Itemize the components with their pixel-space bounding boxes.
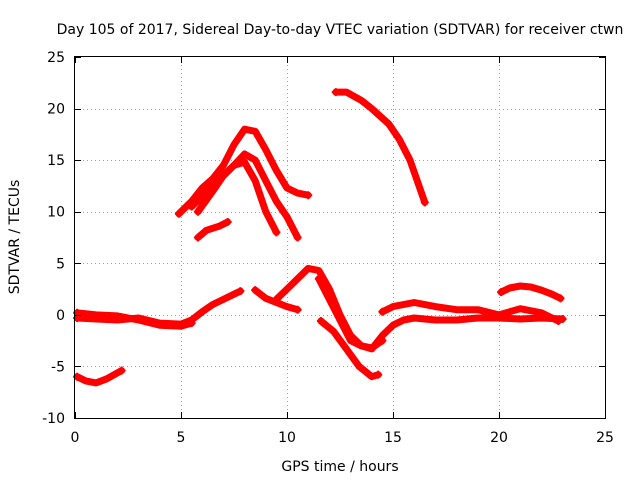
- series-arc-2: [73, 308, 196, 330]
- series-point-marker: [554, 317, 563, 326]
- chart-title: Day 105 of 2017, Sidereal Day-to-day VTE…: [57, 22, 624, 38]
- series-point-marker: [117, 366, 126, 375]
- series-point-marker: [236, 287, 245, 296]
- series-group: [73, 88, 567, 387]
- series-point-marker: [378, 336, 387, 345]
- plot-frame: [74, 56, 606, 419]
- y-tick-label: 25: [47, 50, 65, 66]
- x-tick-label: 15: [384, 430, 402, 446]
- series-line: [175, 125, 312, 218]
- series-arc-11: [316, 317, 383, 381]
- series-arc-3: [73, 366, 126, 387]
- series-point-marker: [272, 295, 281, 304]
- series-arc-14: [497, 282, 565, 303]
- series-line: [315, 275, 386, 352]
- x-tick-label: 5: [177, 430, 186, 446]
- series-point-marker: [314, 274, 323, 283]
- series-arc-7: [193, 218, 232, 242]
- series-line: [272, 264, 567, 353]
- series-point-marker: [304, 191, 313, 200]
- series-point-marker: [193, 207, 202, 216]
- y-tick-label: 15: [47, 153, 65, 169]
- ticks: 0 5 10 15 20 25 -10 -5 0 5 10 15 20 25: [42, 50, 614, 446]
- y-tick-label: -10: [42, 411, 65, 427]
- x-axis-label: GPS time / hours: [281, 459, 398, 475]
- series-arc-12: [331, 88, 429, 207]
- x-tick-label: 20: [490, 430, 508, 446]
- y-tick-label: 0: [56, 308, 65, 324]
- series-arc-4: [174, 125, 313, 218]
- series-point-marker: [497, 288, 506, 297]
- series-point-marker: [223, 218, 232, 227]
- x-tick-label: 0: [71, 430, 80, 446]
- series-line: [188, 158, 280, 236]
- series-line: [317, 317, 382, 381]
- y-tick-label: 20: [47, 102, 65, 118]
- y-tick-label: 5: [56, 256, 65, 272]
- series-point-marker: [174, 209, 183, 218]
- series-point-marker: [556, 294, 565, 303]
- series-point-marker: [272, 228, 281, 237]
- series-line: [332, 88, 429, 206]
- series-line: [73, 309, 196, 330]
- series-point-marker: [293, 305, 302, 314]
- series-point-marker: [374, 370, 383, 379]
- series-point-marker: [331, 88, 340, 97]
- series-line: [497, 282, 564, 302]
- series-arc-6: [187, 158, 281, 237]
- series-arc-9: [272, 264, 567, 353]
- y-axis-label: SDTVAR / TECUs: [7, 180, 23, 295]
- series-arc-10: [314, 274, 387, 352]
- x-tick-label: 10: [278, 430, 296, 446]
- series-point-marker: [378, 307, 387, 316]
- series-point-marker: [193, 233, 202, 242]
- series-point-marker: [420, 198, 429, 207]
- series-point-marker: [187, 202, 196, 211]
- series-point-marker: [251, 286, 260, 295]
- series-line: [194, 218, 232, 241]
- x-tick-label: 25: [596, 430, 614, 446]
- series-point-marker: [187, 319, 196, 328]
- series-point-marker: [316, 317, 325, 326]
- series-line: [378, 299, 562, 325]
- y-tick-label: -5: [51, 359, 65, 375]
- series-point-marker: [293, 233, 302, 242]
- series-line: [73, 367, 126, 387]
- y-tick-label: 10: [47, 205, 65, 221]
- series-arc-13: [378, 299, 563, 326]
